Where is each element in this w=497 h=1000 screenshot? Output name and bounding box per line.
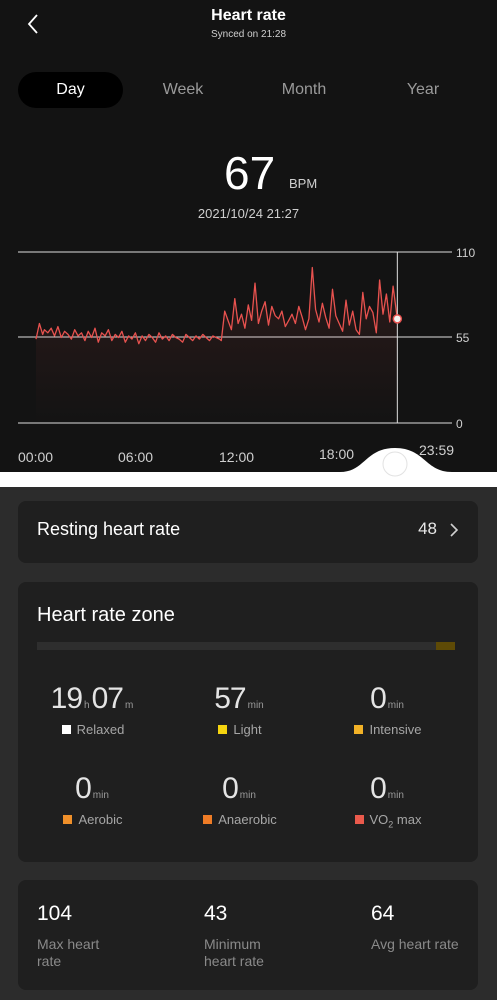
selected-point-marker <box>392 314 403 324</box>
sync-status: Synced on 21:28 <box>210 29 287 40</box>
zone-color-swatch <box>61 725 71 734</box>
zone-label: Anaerobic <box>165 812 315 827</box>
resting-heart-rate-label: Resting heart rate <box>37 519 181 539</box>
resting-heart-rate-value: 48 <box>418 519 437 538</box>
zone-color-swatch <box>203 815 213 824</box>
zone-value: 57 min <box>214 682 264 715</box>
y-tick-label: 55 <box>456 331 470 345</box>
zone-bar-segment <box>436 642 455 650</box>
tab-day[interactable]: Day <box>18 72 123 108</box>
scrubber-handle[interactable] <box>382 451 408 477</box>
scrubber-track <box>0 448 497 487</box>
x-tick-label: 06:00 <box>118 449 153 465</box>
resting-heart-rate-card[interactable]: Resting heart rate 48 <box>18 501 478 563</box>
back-arrow-icon[interactable] <box>22 10 46 38</box>
current-bpm-value: 67 <box>224 147 276 199</box>
stat-minimum-heart-rate: 43 Minimum heart rate <box>204 902 264 969</box>
x-tick-label: 00:00 <box>18 449 53 465</box>
heart-rate-chart[interactable]: 110 55 0 00:00 06:00 12:00 18:00 23:59 <box>0 240 497 487</box>
tab-month[interactable]: Month <box>281 81 327 98</box>
heart-rate-zone-card: Heart rate zone 19 h07 m Relaxed 57 min Lig… <box>18 582 478 862</box>
period-tabs: Day Week Month Year <box>18 72 480 108</box>
top-bar: Heart rate Synced on 21:28 <box>0 0 497 60</box>
current-bpm-unit: BPM <box>289 176 318 191</box>
zone-color-swatch <box>354 725 364 734</box>
zone-value: 19 h07 m <box>50 682 134 715</box>
zone-label: Aerobic <box>18 812 168 827</box>
y-tick-label: 110 <box>456 246 475 260</box>
zone-label: VO2 max <box>313 812 463 830</box>
zone-color-swatch <box>63 815 73 824</box>
heart-rate-stats-card: 104 Max heart rate 43 Minimum heart rate 6… <box>18 880 478 990</box>
zone-title: Heart rate zone <box>37 604 175 626</box>
zone-color-swatch <box>218 725 228 734</box>
zone-value: 0 min <box>222 772 256 805</box>
tab-year[interactable]: Year <box>406 81 440 98</box>
stat-avg-heart-rate: 64 Avg heart rate <box>371 902 459 952</box>
zone-value: 0 min <box>370 772 404 805</box>
zone-label: Light <box>165 722 315 737</box>
stat-max-heart-rate: 104 Max heart rate <box>37 902 100 969</box>
x-tick-label: 23:59 <box>419 442 454 458</box>
heart-rate-area <box>36 267 398 423</box>
x-tick-label: 12:00 <box>219 449 254 465</box>
zone-distribution-bar <box>37 642 455 650</box>
y-tick-label: 0 <box>456 417 463 431</box>
tab-week[interactable]: Week <box>162 81 204 98</box>
zone-label: Relaxed <box>18 722 168 737</box>
heart-rate-line <box>35 266 398 345</box>
x-tick-label: 18:00 <box>319 446 354 462</box>
zone-value: 0 min <box>370 682 404 715</box>
chevron-right-icon <box>450 523 459 537</box>
page-title: Heart rate <box>211 7 286 24</box>
reading-datetime: 2021/10/24 21:27 <box>197 206 300 221</box>
zone-label: Intensive <box>313 722 463 737</box>
zone-value: 0 min <box>75 772 109 805</box>
zone-color-swatch <box>354 815 364 824</box>
